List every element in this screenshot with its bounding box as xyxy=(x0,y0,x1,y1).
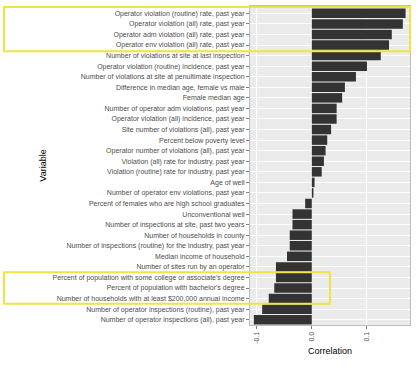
svg-text:Operator violation (all) incid: Operator violation (all) incidence, past… xyxy=(112,115,246,123)
svg-text:Number of households in county: Number of households in county xyxy=(144,232,245,240)
svg-text:Number of operator inspections: Number of operator inspections (all), pa… xyxy=(101,316,246,324)
svg-text:Operator violation (routine) i: Operator violation (routine) incidence, … xyxy=(97,63,245,71)
svg-text:Operator number of violations: Operator number of violations (all), pas… xyxy=(106,147,245,155)
svg-text:0.0: 0.0 xyxy=(308,332,315,342)
svg-text:Violation (routine) rate for i: Violation (routine) rate for industry, p… xyxy=(107,168,245,176)
svg-text:Number of sites run by an oper: Number of sites run by an operator xyxy=(136,263,245,271)
svg-text:Operator violation (all) rate,: Operator violation (all) rate, past year xyxy=(129,20,245,28)
svg-text:Number of operator adm violati: Number of operator adm violations, past … xyxy=(105,105,246,113)
svg-text:Number of violations at site a: Number of violations at site at last ins… xyxy=(106,52,245,60)
svg-text:Percent of females who are hig: Percent of females who are high school g… xyxy=(89,200,245,208)
svg-text:Number of inspections (routine: Number of inspections (routine) for the … xyxy=(67,242,246,250)
svg-text:Correlation: Correlation xyxy=(308,346,352,356)
svg-text:Percent of population with som: Percent of population with some college … xyxy=(53,274,245,282)
svg-text:Number of inspections at site,: Number of inspections at site, past two … xyxy=(105,221,245,229)
svg-text:Number of violations at site a: Number of violations at site at penultim… xyxy=(81,73,245,81)
svg-text:Difference in median age, fema: Difference in median age, female vs male xyxy=(116,84,245,92)
svg-text:Operator adm violation (all) r: Operator adm violation (all) rate, past … xyxy=(113,31,245,39)
svg-text:Site number of violations (all: Site number of violations (all), past ye… xyxy=(122,126,246,134)
svg-text:Percent of population with bac: Percent of population with bachelor's de… xyxy=(107,284,245,292)
svg-text:Number of households with at l: Number of households with at least $200,… xyxy=(57,295,245,302)
svg-text:Median income of household: Median income of household xyxy=(155,253,245,260)
svg-text:Number of operator inspections: Number of operator inspections (routine)… xyxy=(86,306,245,314)
svg-text:Operator env violation (all) r: Operator env violation (all) rate, past … xyxy=(116,41,245,49)
svg-text:Variable: Variable xyxy=(38,149,48,181)
svg-text:Operator violation (routine) r: Operator violation (routine) rate, past … xyxy=(115,10,246,18)
svg-text:0.1: 0.1 xyxy=(363,332,370,342)
svg-text:Age of well: Age of well xyxy=(210,179,245,187)
svg-text:Violation (all) rate for indus: Violation (all) rate for industry, past … xyxy=(122,158,246,166)
svg-text:Female median age: Female median age xyxy=(183,94,245,102)
svg-text:Number of operator env violati: Number of operator env violations, past … xyxy=(107,189,245,197)
svg-text:-0.1: -0.1 xyxy=(253,332,260,344)
svg-text:Unconventional well: Unconventional well xyxy=(182,211,245,218)
svg-text:Percent below poverty level: Percent below poverty level xyxy=(159,137,245,145)
